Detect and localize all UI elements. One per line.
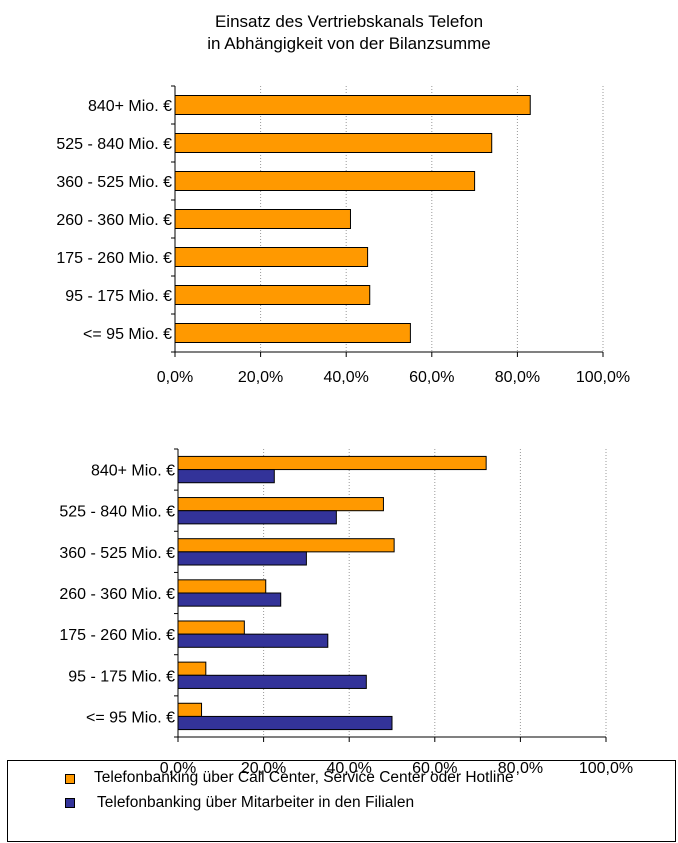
chart2-category-label: 175 - 260 Mio. € xyxy=(59,627,175,644)
chart-title-line-2: in Abhängigkeit von der Bilanzsumme xyxy=(207,34,491,53)
chart2-bar-series1 xyxy=(177,620,245,635)
chart1-category-label: 525 - 840 Mio. € xyxy=(56,136,172,153)
chart2-category-label: 260 - 360 Mio. € xyxy=(59,586,175,603)
chart2-bar-series2 xyxy=(177,551,307,566)
chart1-bar xyxy=(174,171,476,191)
chart1-bar xyxy=(174,247,369,267)
chart2-bar-series1 xyxy=(177,579,267,594)
chart1-category-label: 95 - 175 Mio. € xyxy=(65,288,172,305)
chart2-category-label: 360 - 525 Mio. € xyxy=(59,545,175,562)
chart2-bar-series2 xyxy=(177,510,337,525)
chart2-bar-series2 xyxy=(177,469,275,484)
chart2-bar-series1 xyxy=(177,661,207,676)
chart2-bar-series1 xyxy=(177,538,395,553)
chart1-bar xyxy=(174,323,411,343)
chart1-x-tick-label: 20,0% xyxy=(238,369,283,386)
chart2-bar-series2 xyxy=(177,674,367,689)
chart2-x-tick-label: 20,0% xyxy=(241,760,286,777)
chart1-category-label: <= 95 Mio. € xyxy=(83,326,172,343)
chart2-bar-series2 xyxy=(177,715,393,731)
chart2-category-label: 840+ Mio. € xyxy=(91,463,175,480)
chart2-x-tick-label: 80,0% xyxy=(498,760,543,777)
chart2-category-label: 525 - 840 Mio. € xyxy=(59,504,175,521)
chart2-bar-series2 xyxy=(177,592,282,607)
chart1-bar xyxy=(174,285,371,305)
chart1-bar xyxy=(174,209,351,229)
chart-title-line-1: Einsatz des Vertriebskanals Telefon xyxy=(215,12,483,31)
chart2-bar-series1 xyxy=(177,455,487,471)
chart1-x-tick-label: 40,0% xyxy=(324,369,369,386)
chart1-x-tick-label: 100,0% xyxy=(576,369,630,386)
chart2-bar-series2 xyxy=(177,633,329,648)
legend-swatch-blue xyxy=(65,798,75,808)
chart1-x-tick-label: 60,0% xyxy=(409,369,454,386)
chart2-bar-series1 xyxy=(177,497,384,512)
chart1-bar xyxy=(174,95,531,115)
chart2-x-tick-label: 0,0% xyxy=(160,760,196,777)
legend-label-call-center: Telefonbanking über Call Center, Service… xyxy=(94,769,514,786)
chart1-category-label: 360 - 525 Mio. € xyxy=(56,174,172,191)
chart2-x-tick-label: 60,0% xyxy=(412,760,457,777)
chart2-category-label: 95 - 175 Mio. € xyxy=(68,668,175,685)
chart2-category-label: <= 95 Mio. € xyxy=(86,709,175,726)
chart1-x-tick-label: 80,0% xyxy=(495,369,540,386)
chart1-bar xyxy=(174,133,493,153)
chart1-x-tick-label: 0,0% xyxy=(157,369,193,386)
chart2-x-tick-label: 40,0% xyxy=(327,760,372,777)
chart1-category-label: 840+ Mio. € xyxy=(88,98,172,115)
legend-swatch-orange xyxy=(65,774,75,784)
legend-label-filialen: Telefonbanking über Mitarbeiter in den F… xyxy=(97,794,415,811)
chart1-category-label: 260 - 360 Mio. € xyxy=(56,212,172,229)
chart2-bar-series1 xyxy=(177,702,203,717)
chart2-x-tick-label: 100,0% xyxy=(579,760,633,777)
chart1-category-label: 175 - 260 Mio. € xyxy=(56,250,172,267)
legend: Telefonbanking über Call Center, Service… xyxy=(7,760,676,842)
